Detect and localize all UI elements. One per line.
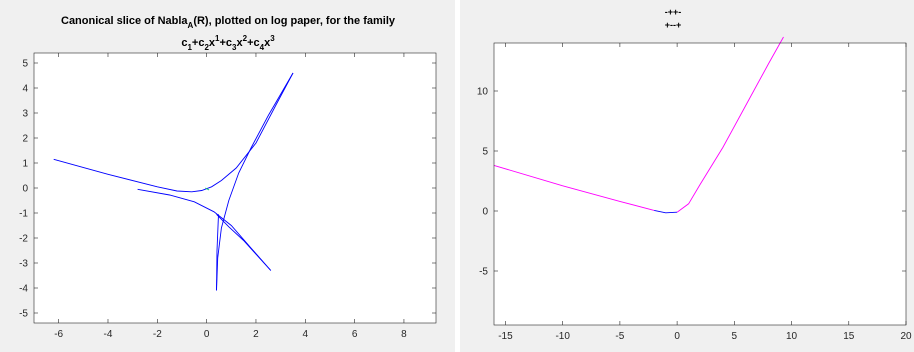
x-tick-label: 2 [253,329,259,340]
series-line-1 [216,72,294,291]
y-tick-label: 5 [482,147,488,158]
x-tick-label: 10 [786,331,798,342]
y-tick-label: -2 [19,234,28,245]
plot-frame [493,42,907,326]
left-figure: Canonical slice of NablaA(R), plotted on… [0,0,455,352]
y-tick-label: 1 [22,159,28,170]
left-chart: Canonical slice of NablaA(R), plotted on… [19,15,437,340]
left-title-line1: Canonical slice of NablaA(R), plotted on… [61,15,396,30]
series-line-5 [205,187,210,191]
y-tick-label: 2 [22,134,28,145]
right-chart: -++- +--+ -15 -10 -5 0 5 10 15 20 10 5 0 -5 [477,7,912,342]
x-tick-label: 0 [204,329,210,340]
x-tick-label: 4 [303,329,309,340]
y-tick-label: 0 [482,207,488,218]
right-figure: -++- +--+ -15 -10 -5 0 5 10 15 20 10 5 0 -5 [460,0,914,352]
y-tick-label: 5 [22,59,28,70]
x-tick-label: -2 [153,329,162,340]
x-tick-label: 8 [401,329,407,340]
series-line-3 [216,213,272,271]
left-title-line2: c1+c2x1+c3x2+c4x3 [181,34,275,52]
x-tick-label: 6 [352,329,358,340]
x-tick-label: -10 [555,331,570,342]
y-tick-label: 10 [477,87,489,98]
plot-area [34,53,436,323]
x-tick-label: -4 [104,329,113,340]
x-tick-label: 5 [732,331,738,342]
y-tick-label: 3 [22,109,28,120]
y-tick-label: 4 [22,84,28,95]
y-tick-label: -4 [19,284,28,295]
x-tick-label: -15 [498,331,513,342]
right-title-line1: -++- [665,7,682,17]
series-line-4 [216,214,219,291]
y-tick-label: -1 [19,209,28,220]
y-tick-label: -5 [479,267,488,278]
series-line-2 [676,36,784,213]
y-tick-label: -3 [19,259,28,270]
x-tick-label: -5 [615,331,624,342]
x-tick-label: 0 [674,331,680,342]
right-title-line2: +--+ [665,20,682,30]
series-line-0 [493,164,655,211]
x-tick-label: -6 [54,329,63,340]
y-tick-label: -5 [19,309,28,320]
series-line-1 [654,209,678,214]
x-tick-label: 20 [900,331,912,342]
x-tick-label: 15 [843,331,855,342]
y-tick-label: 0 [22,184,28,195]
